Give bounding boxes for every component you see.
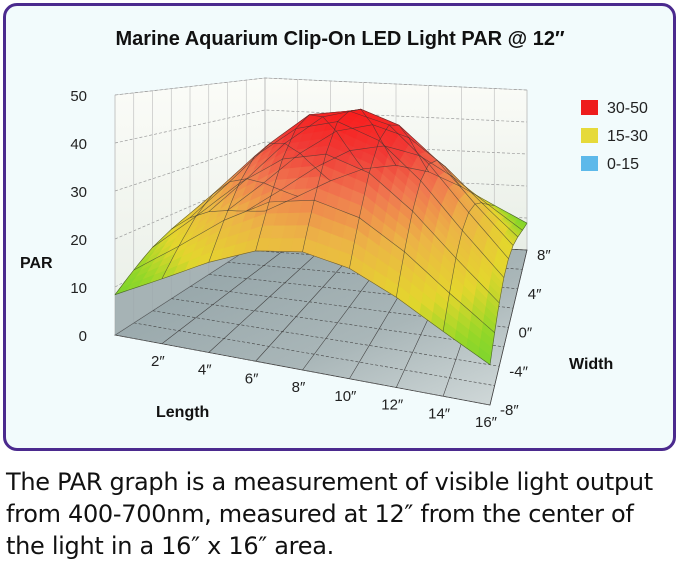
x-tick-label: 10″ — [334, 388, 357, 405]
y-tick-label: -4″ — [509, 363, 528, 380]
floor-gridline — [133, 322, 495, 386]
surface-gridline — [489, 222, 528, 365]
legend-swatch — [581, 128, 598, 143]
legend-swatch — [581, 156, 598, 171]
y-tick-label: -8″ — [500, 402, 519, 419]
surface-plot — [114, 108, 528, 366]
x-tick-label: 8″ — [292, 379, 306, 396]
x-tick-label: 2″ — [151, 353, 165, 370]
wall-gridline — [114, 109, 528, 144]
y-tick-label: 0″ — [519, 325, 533, 342]
y-tick-label: 4″ — [528, 286, 542, 303]
y-tick-label: 8″ — [537, 247, 551, 264]
z-tick-label: 50 — [70, 88, 87, 105]
x-tick-label: 16″ — [475, 414, 498, 431]
legend-label: 0-15 — [607, 156, 639, 173]
z-tick-label: 0 — [79, 328, 87, 345]
floor-gridline — [171, 298, 504, 348]
x-tick-label: 12″ — [381, 397, 404, 414]
floor-gridline — [114, 334, 491, 406]
chart-title: Marine Aquarium Clip-On LED Light PAR @ … — [115, 28, 565, 50]
x-tick-label: 4″ — [198, 362, 212, 379]
floor-gridline — [152, 310, 500, 367]
x-tick-label: 6″ — [245, 370, 259, 387]
par-surface-chart: Marine Aquarium Clip-On LED Light PAR @ … — [20, 28, 648, 431]
y-axis-label: Width — [569, 356, 613, 373]
legend: 30-50 15-30 0-15 — [581, 100, 648, 173]
surface-gridline — [396, 159, 462, 298]
surface-gridline — [349, 124, 430, 269]
legend-label: 15-30 — [607, 128, 648, 145]
surface-gridline — [255, 114, 364, 251]
surface-gridline — [302, 108, 397, 252]
z-tick-label: 10 — [70, 280, 87, 297]
z-axis-label: PAR — [20, 255, 53, 272]
surface-gridline — [161, 178, 298, 280]
z-tick-label: 40 — [70, 136, 87, 153]
surface-gridline — [442, 202, 495, 332]
surface-gridline — [114, 210, 266, 295]
axis-ticks: 0 10 20 30 40 50 2″ 4″ 6″ 8″ 10″ 12″ 14″ 16″-8″ -4″ 0″ 4… — [70, 88, 551, 431]
caption-text: The PAR graph is a measurement of visibl… — [6, 468, 653, 560]
z-tick-label: 30 — [70, 184, 87, 201]
surface-gridline — [208, 143, 331, 263]
x-axis-label: Length — [156, 404, 209, 421]
legend-swatch — [581, 100, 598, 115]
x-tick-label: 14″ — [428, 405, 451, 422]
z-tick-label: 20 — [70, 232, 87, 249]
legend-label: 30-50 — [607, 100, 648, 117]
